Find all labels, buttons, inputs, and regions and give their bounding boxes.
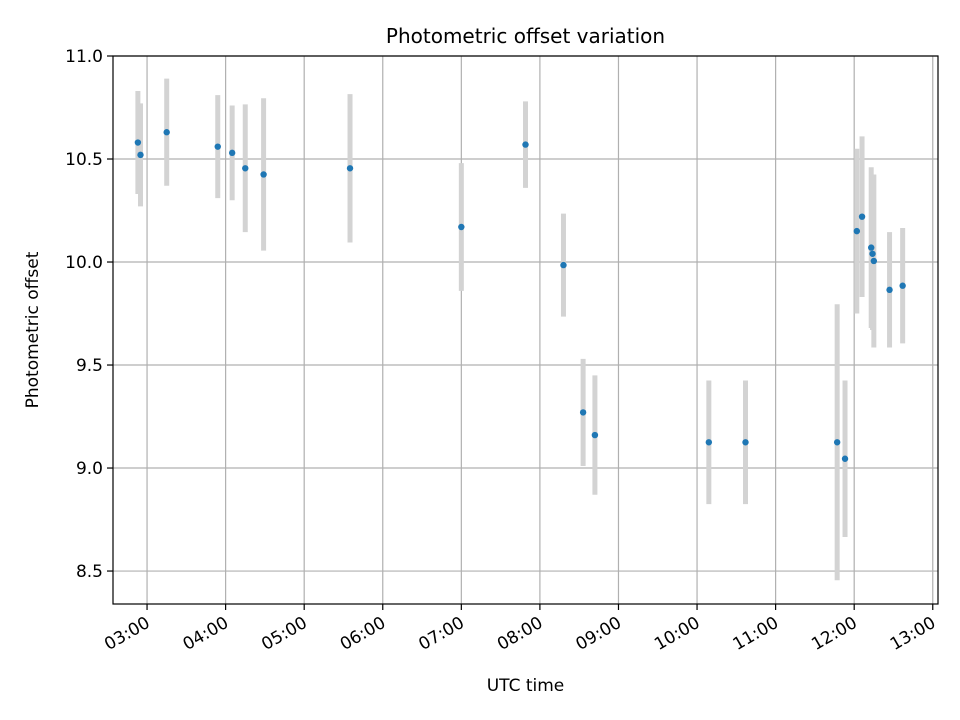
data-point: [134, 139, 142, 146]
x-tick-label: 12:00: [808, 613, 860, 655]
errorbars: [135, 78, 906, 581]
x-tick-label: 09:00: [573, 613, 625, 655]
x-tick-label: 06:00: [337, 613, 389, 655]
x-tick-label: 07:00: [415, 613, 467, 655]
y-axis-label: Photometric offset: [23, 251, 43, 408]
y-tick-label: 11.0: [65, 47, 103, 67]
data-point: [869, 250, 876, 257]
data-point: [242, 165, 249, 172]
y-tick-label: 9.0: [76, 459, 103, 479]
x-tick-label: 13:00: [887, 613, 939, 655]
data-point: [458, 223, 465, 231]
data-point: [228, 149, 236, 157]
data-point: [886, 286, 893, 294]
data-points: [134, 129, 906, 462]
y-tick-label: 8.5: [76, 562, 103, 582]
y-tick-label: 9.5: [76, 356, 103, 376]
x-tick-label: 11:00: [730, 613, 782, 655]
data-point: [346, 165, 354, 172]
data-point: [137, 151, 144, 159]
plot-frame: [112, 55, 939, 605]
x-tick-label: 03:00: [101, 613, 153, 655]
data-point: [870, 257, 878, 265]
data-point: [163, 129, 170, 136]
data-point: [591, 431, 599, 439]
y-tick-label: 10.0: [65, 253, 103, 273]
data-point: [705, 439, 713, 446]
data-point: [522, 141, 529, 148]
data-point: [841, 455, 849, 462]
data-point: [858, 213, 866, 220]
data-point: [579, 409, 587, 416]
data-point: [214, 143, 221, 150]
x-tick-label: 10:00: [651, 613, 703, 655]
chart-title: Photometric offset variation: [386, 24, 665, 48]
x-tick-label: 08:00: [494, 613, 546, 655]
data-point: [853, 227, 861, 235]
x-tick-label: 05:00: [258, 613, 310, 655]
x-axis: 03:00 04:00 05:00 06:00 07:00 08:00 09:00 10:00…: [101, 604, 939, 655]
y-tick-label: 10.5: [65, 150, 103, 170]
data-point: [899, 282, 906, 289]
x-tick-label: 04:00: [180, 613, 232, 655]
data-point: [560, 261, 567, 269]
data-point: [868, 244, 875, 251]
data-point: [833, 439, 841, 446]
y-axis: 8.5 9.0 9.5 10.0 10.5 11.0: [65, 47, 113, 582]
x-axis-label: UTC time: [487, 676, 565, 696]
data-point: [260, 171, 267, 178]
data-point: [742, 439, 749, 446]
